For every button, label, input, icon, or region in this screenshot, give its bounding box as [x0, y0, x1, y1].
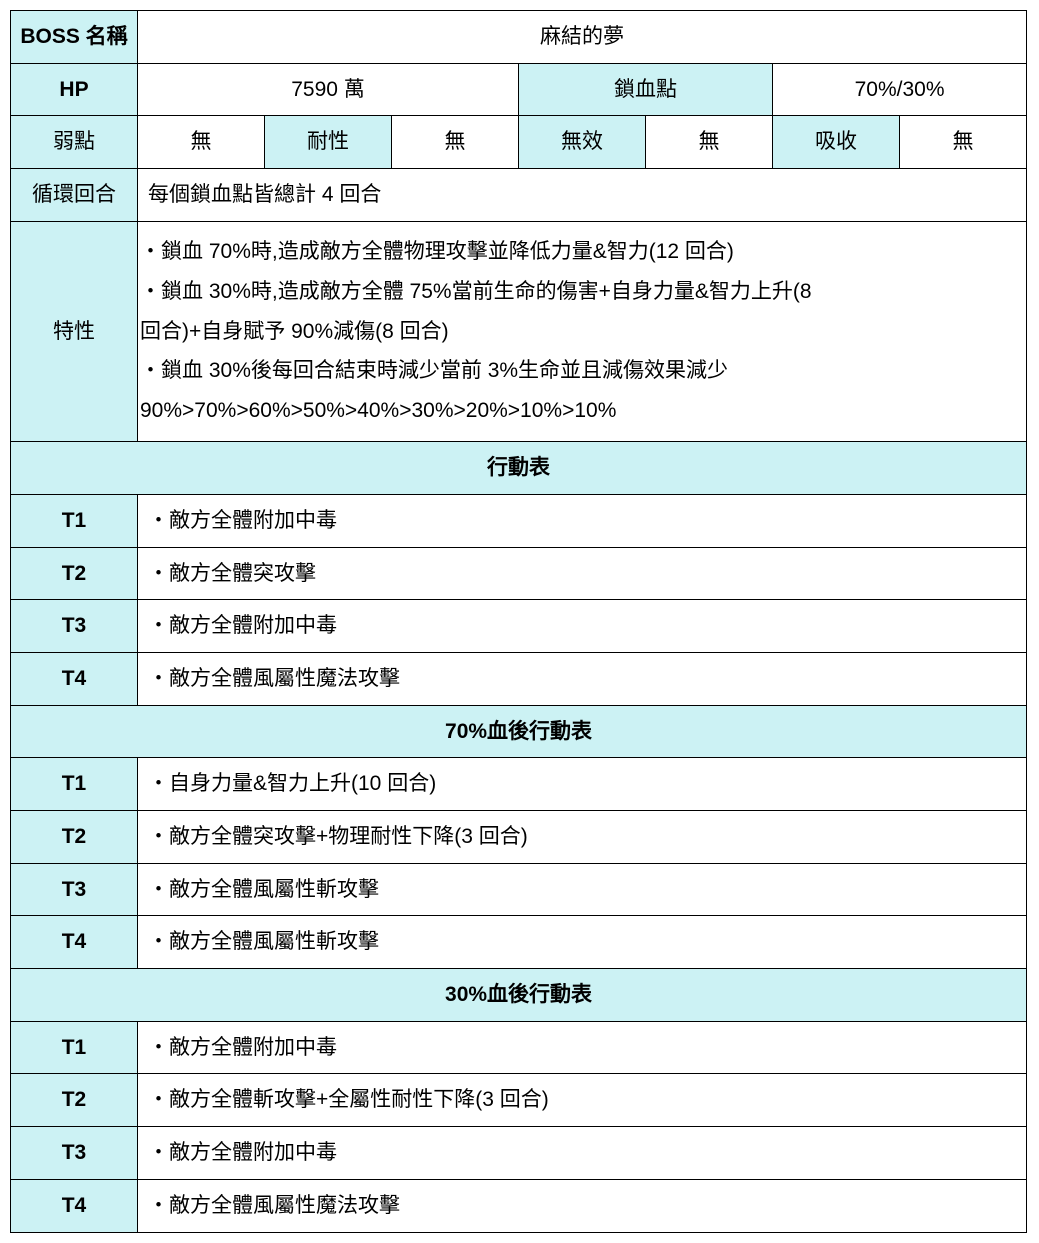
table-row: T4 ・敵方全體風屬性斬攻擊 — [11, 916, 1027, 969]
table-row: T4 ・敵方全體風屬性魔法攻擊 — [11, 652, 1027, 705]
turn-desc: ・自身力量&智力上升(10 回合) — [138, 758, 1027, 811]
value-traits: ・鎖血 70%時,造成敵方全體物理攻擊並降低力量&智力(12 回合) ・鎖血 3… — [138, 221, 1027, 441]
section-title: 行動表 — [11, 442, 1027, 495]
turn-desc: ・敵方全體突攻擊+物理耐性下降(3 回合) — [138, 811, 1027, 864]
value-hp: 7590 萬 — [138, 63, 519, 116]
table-row: T2 ・敵方全體突攻擊 — [11, 547, 1027, 600]
table-row: T1 ・敵方全體附加中毒 — [11, 494, 1027, 547]
turn-label: T4 — [11, 916, 138, 969]
section-header-actions: 行動表 — [11, 442, 1027, 495]
turn-label: T2 — [11, 547, 138, 600]
turn-desc: ・敵方全體風屬性魔法攻擊 — [138, 1179, 1027, 1232]
trait-line: 90%>70%>60%>50%>40%>30%>20%>10%>10% — [140, 391, 1020, 431]
row-boss-name: BOSS 名稱 麻結的夢 — [11, 11, 1027, 64]
value-cycle: 每個鎖血點皆總計 4 回合 — [138, 169, 1027, 222]
section-title: 30%血後行動表 — [11, 969, 1027, 1022]
turn-label: T1 — [11, 758, 138, 811]
turn-label: T3 — [11, 600, 138, 653]
turn-label: T1 — [11, 1021, 138, 1074]
label-weak: 弱點 — [11, 116, 138, 169]
table-row: T4 ・敵方全體風屬性魔法攻擊 — [11, 1179, 1027, 1232]
value-boss-name: 麻結的夢 — [138, 11, 1027, 64]
trait-line: ・鎖血 30%後每回合結束時減少當前 3%生命並且減傷效果減少 — [140, 351, 1020, 391]
table-row: T1 ・自身力量&智力上升(10 回合) — [11, 758, 1027, 811]
label-null: 無效 — [519, 116, 646, 169]
table-row: T1 ・敵方全體附加中毒 — [11, 1021, 1027, 1074]
turn-label: T2 — [11, 811, 138, 864]
label-traits: 特性 — [11, 221, 138, 441]
value-resist: 無 — [392, 116, 519, 169]
value-weak: 無 — [138, 116, 265, 169]
section-header-70: 70%血後行動表 — [11, 705, 1027, 758]
value-lock: 70%/30% — [773, 63, 1027, 116]
trait-line: ・鎖血 30%時,造成敵方全體 75%當前生命的傷害+自身力量&智力上升(8 — [140, 272, 1020, 312]
turn-desc: ・敵方全體風屬性斬攻擊 — [138, 863, 1027, 916]
section-header-30: 30%血後行動表 — [11, 969, 1027, 1022]
label-resist: 耐性 — [265, 116, 392, 169]
row-affinities: 弱點 無 耐性 無 無效 無 吸收 無 — [11, 116, 1027, 169]
label-absorb: 吸收 — [773, 116, 900, 169]
turn-desc: ・敵方全體附加中毒 — [138, 600, 1027, 653]
turn-label: T4 — [11, 652, 138, 705]
turn-desc: ・敵方全體附加中毒 — [138, 1021, 1027, 1074]
table-row: T3 ・敵方全體附加中毒 — [11, 1127, 1027, 1180]
label-cycle: 循環回合 — [11, 169, 138, 222]
label-lock: 鎖血點 — [519, 63, 773, 116]
trait-line: ・鎖血 70%時,造成敵方全體物理攻擊並降低力量&智力(12 回合) — [140, 232, 1020, 272]
table-row: T2 ・敵方全體突攻擊+物理耐性下降(3 回合) — [11, 811, 1027, 864]
label-hp: HP — [11, 63, 138, 116]
table-row: T3 ・敵方全體風屬性斬攻擊 — [11, 863, 1027, 916]
table-row: T3 ・敵方全體附加中毒 — [11, 600, 1027, 653]
turn-desc: ・敵方全體附加中毒 — [138, 1127, 1027, 1180]
turn-label: T2 — [11, 1074, 138, 1127]
turn-label: T3 — [11, 863, 138, 916]
row-cycle: 循環回合 每個鎖血點皆總計 4 回合 — [11, 169, 1027, 222]
turn-label: T1 — [11, 494, 138, 547]
value-null: 無 — [646, 116, 773, 169]
value-absorb: 無 — [900, 116, 1027, 169]
row-hp: HP 7590 萬 鎖血點 70%/30% — [11, 63, 1027, 116]
row-traits: 特性 ・鎖血 70%時,造成敵方全體物理攻擊並降低力量&智力(12 回合) ・鎖… — [11, 221, 1027, 441]
turn-desc: ・敵方全體突攻擊 — [138, 547, 1027, 600]
turn-desc: ・敵方全體附加中毒 — [138, 494, 1027, 547]
table-row: T2 ・敵方全體斬攻擊+全屬性耐性下降(3 回合) — [11, 1074, 1027, 1127]
label-boss-name: BOSS 名稱 — [11, 11, 138, 64]
trait-line: 回合)+自身賦予 90%減傷(8 回合) — [140, 312, 1020, 352]
section-title: 70%血後行動表 — [11, 705, 1027, 758]
turn-label: T3 — [11, 1127, 138, 1180]
turn-desc: ・敵方全體斬攻擊+全屬性耐性下降(3 回合) — [138, 1074, 1027, 1127]
boss-info-table: BOSS 名稱 麻結的夢 HP 7590 萬 鎖血點 70%/30% 弱點 無 … — [10, 10, 1027, 1233]
turn-desc: ・敵方全體風屬性斬攻擊 — [138, 916, 1027, 969]
turn-desc: ・敵方全體風屬性魔法攻擊 — [138, 652, 1027, 705]
turn-label: T4 — [11, 1179, 138, 1232]
